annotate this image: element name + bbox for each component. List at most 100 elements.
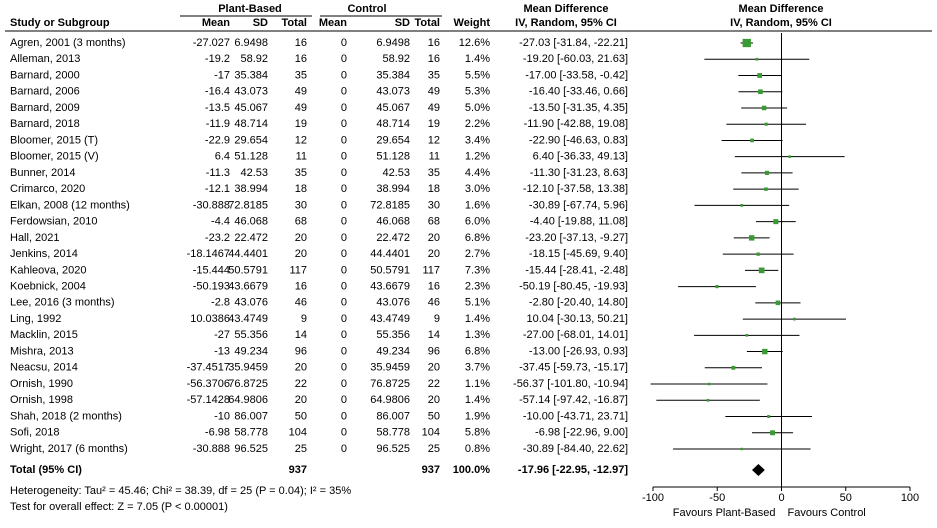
- table-cell: -22.90 [-46.63, 0.83]: [529, 134, 628, 146]
- table-cell: 51.128: [376, 151, 410, 163]
- table-cell: 76.8725: [228, 378, 268, 390]
- table-cell: 22: [428, 378, 440, 390]
- table-cell: -13: [214, 345, 230, 357]
- column-header: Mean: [202, 17, 230, 29]
- total-cell: -17.96 [-22.95, -12.97]: [518, 464, 628, 476]
- x-tick-label: 50: [840, 492, 852, 504]
- table-cell: 14: [295, 329, 307, 341]
- table-cell: 9: [434, 313, 440, 325]
- effect-square: [715, 285, 719, 289]
- study-name: Sofi, 2018: [10, 427, 60, 439]
- table-cell: 30: [428, 199, 440, 211]
- table-cell: -10: [214, 410, 230, 422]
- table-cell: 0: [341, 37, 347, 49]
- study-name: Ornish, 1990: [10, 378, 73, 390]
- column-header: Total: [415, 17, 440, 29]
- effect-square: [745, 333, 749, 337]
- table-cell: -18.15 [-45.69, 9.40]: [529, 248, 628, 260]
- table-cell: 5.0%: [465, 102, 490, 114]
- table-cell: 35.384: [234, 69, 268, 81]
- study-name: Barnard, 2018: [10, 118, 80, 130]
- favours-label: Favours Control: [788, 507, 866, 519]
- table-cell: -30.89 [-67.74, 5.96]: [529, 199, 628, 211]
- table-cell: 16: [428, 53, 440, 65]
- table-cell: 0: [341, 345, 347, 357]
- table-cell: 12: [295, 134, 307, 146]
- table-cell: -37.4517: [187, 362, 230, 374]
- table-cell: 0: [341, 151, 347, 163]
- column-header: SD: [253, 17, 268, 29]
- table-cell: 104: [289, 427, 307, 439]
- table-cell: 0: [341, 410, 347, 422]
- md-header: Mean Difference: [524, 3, 609, 15]
- table-cell: 76.8725: [370, 378, 410, 390]
- table-cell: 1.9%: [465, 410, 490, 422]
- table-cell: 68: [428, 216, 440, 228]
- table-cell: 117: [289, 264, 307, 276]
- table-cell: -23.2: [205, 232, 230, 244]
- table-cell: -2.80 [-20.40, 14.80]: [529, 297, 628, 309]
- table-cell: 10.0386: [190, 313, 230, 325]
- table-cell: 42.53: [240, 167, 268, 179]
- table-cell: -19.20 [-60.03, 21.63]: [523, 53, 628, 65]
- table-cell: 0: [341, 378, 347, 390]
- table-cell: -10.00 [-43.71, 23.71]: [523, 410, 628, 422]
- table-cell: 49: [295, 102, 307, 114]
- table-cell: -15.444: [193, 264, 230, 276]
- table-cell: 45.067: [376, 102, 410, 114]
- md-header: Mean Difference: [739, 3, 824, 15]
- table-cell: 0.8%: [465, 443, 490, 455]
- table-cell: 2.3%: [465, 281, 490, 293]
- table-cell: -17: [214, 69, 230, 81]
- table-cell: 6.8%: [465, 232, 490, 244]
- table-cell: 46: [295, 297, 307, 309]
- column-header: Mean: [319, 17, 347, 29]
- table-cell: 43.6679: [370, 281, 410, 293]
- table-cell: 68: [295, 216, 307, 228]
- effect-square: [764, 122, 768, 126]
- table-cell: -37.45 [-59.73, -15.17]: [519, 362, 628, 374]
- table-cell: 16: [295, 37, 307, 49]
- effect-square: [742, 38, 751, 48]
- table-cell: 96: [428, 345, 440, 357]
- table-cell: -57.14 [-97.42, -16.87]: [519, 394, 628, 406]
- table-cell: 50: [295, 410, 307, 422]
- table-cell: 20: [428, 362, 440, 374]
- table-cell: -15.44 [-28.41, -2.48]: [525, 264, 628, 276]
- table-cell: 43.4749: [228, 313, 268, 325]
- table-cell: 58.778: [234, 427, 268, 439]
- table-cell: 0: [341, 362, 347, 374]
- table-cell: -30.89 [-84.40, 22.62]: [523, 443, 628, 455]
- table-cell: 19: [295, 118, 307, 130]
- table-cell: 18: [295, 183, 307, 195]
- favours-label: Favours Plant-Based: [673, 507, 776, 519]
- table-cell: 49: [295, 86, 307, 98]
- study-name: Wright, 2017 (6 months): [10, 443, 128, 455]
- study-name: Lee, 2016 (3 months): [10, 297, 115, 309]
- table-cell: 5.8%: [465, 427, 490, 439]
- table-cell: 38.994: [234, 183, 268, 195]
- table-cell: 55.356: [376, 329, 410, 341]
- table-cell: 35: [428, 69, 440, 81]
- table-cell: 0: [341, 281, 347, 293]
- column-header: IV, Random, 95% CI: [515, 17, 617, 29]
- table-cell: 38.994: [376, 183, 410, 195]
- table-cell: 0: [341, 216, 347, 228]
- table-cell: 43.6679: [228, 281, 268, 293]
- table-cell: 49.234: [376, 345, 410, 357]
- table-cell: 11: [429, 151, 440, 163]
- table-cell: 117: [422, 264, 440, 276]
- study-name: Barnard, 2006: [10, 86, 80, 98]
- study-name: Elkan, 2008 (12 months): [10, 199, 130, 211]
- table-cell: 0: [341, 53, 347, 65]
- table-cell: 35: [428, 167, 440, 179]
- table-cell: 43.076: [234, 297, 268, 309]
- table-cell: 50: [428, 410, 440, 422]
- table-cell: 0: [341, 427, 347, 439]
- table-cell: 3.7%: [465, 362, 490, 374]
- table-cell: 64.9806: [370, 394, 410, 406]
- table-cell: 46: [428, 297, 440, 309]
- column-header: SD: [395, 17, 410, 29]
- study-name: Bloomer, 2015 (V): [10, 151, 99, 163]
